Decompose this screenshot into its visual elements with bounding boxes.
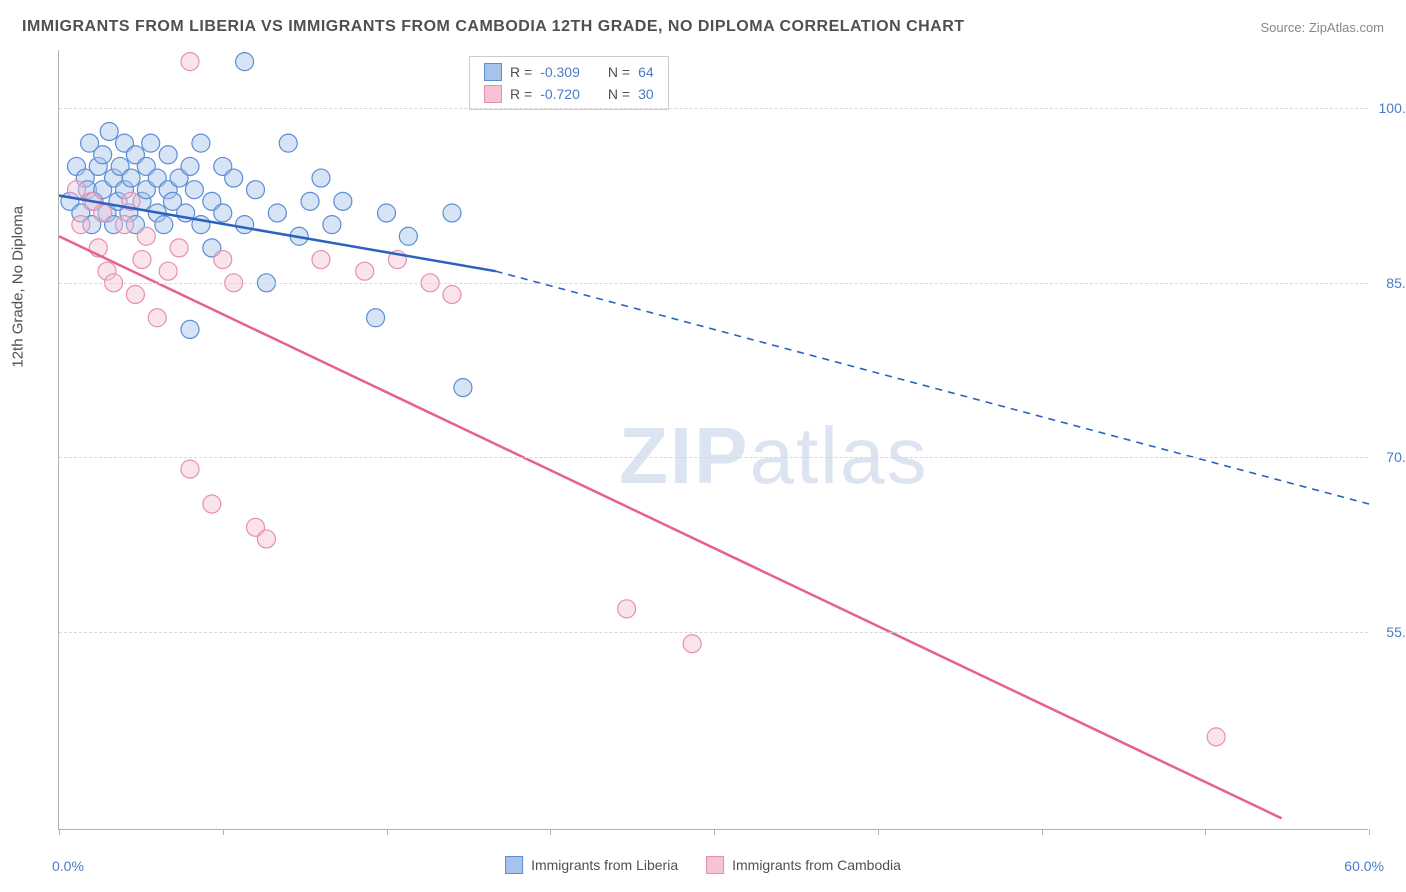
scatter-point (181, 53, 199, 71)
scatter-point (181, 157, 199, 175)
scatter-point (236, 53, 254, 71)
scatter-point (236, 216, 254, 234)
scatter-point (142, 134, 160, 152)
scatter-point (378, 204, 396, 222)
scatter-point (1207, 728, 1225, 746)
scatter-point (247, 181, 265, 199)
x-end-label: 60.0% (1344, 858, 1384, 874)
scatter-point (126, 285, 144, 303)
scatter-point (148, 309, 166, 327)
legend-n-label: N = (608, 86, 630, 102)
scatter-point (618, 600, 636, 618)
scatter-point (181, 320, 199, 338)
legend-r-label: R = (510, 64, 532, 80)
source-label: Source: ZipAtlas.com (1260, 20, 1384, 35)
scatter-point (301, 192, 319, 210)
y-tick-label: 70.0% (1376, 449, 1406, 465)
scatter-point (94, 146, 112, 164)
scatter-point (279, 134, 297, 152)
scatter-point (225, 169, 243, 187)
scatter-point (203, 495, 221, 513)
scatter-point (268, 204, 286, 222)
legend-series-label: Immigrants from Cambodia (732, 857, 901, 873)
scatter-point (312, 251, 330, 269)
scatter-point (454, 379, 472, 397)
legend-top: R = -0.309 N = 64 R = -0.720 N = 30 (469, 56, 669, 110)
scatter-point (72, 216, 90, 234)
legend-r-label: R = (510, 86, 532, 102)
scatter-point (334, 192, 352, 210)
scatter-point (214, 251, 232, 269)
trend-line (59, 236, 1282, 818)
x-tick (714, 829, 715, 835)
x-tick (1042, 829, 1043, 835)
gridline (59, 108, 1368, 109)
scatter-point (137, 227, 155, 245)
gridline (59, 457, 1368, 458)
scatter-point (133, 251, 151, 269)
scatter-point (155, 216, 173, 234)
trend-line-dashed (496, 271, 1369, 504)
scatter-point (192, 134, 210, 152)
legend-n-label: N = (608, 64, 630, 80)
x-tick (550, 829, 551, 835)
x-tick (1369, 829, 1370, 835)
scatter-point (159, 146, 177, 164)
scatter-point (181, 460, 199, 478)
scatter-point (323, 216, 341, 234)
gridline (59, 283, 1368, 284)
scatter-point (312, 169, 330, 187)
scatter-point (100, 122, 118, 140)
plot-area: ZIPatlas R = -0.309N = 64R = -0.720N = 3… (58, 50, 1368, 830)
gridline (59, 632, 1368, 633)
legend-swatch (484, 63, 502, 81)
x-tick (59, 829, 60, 835)
x-tick (223, 829, 224, 835)
legend-swatch (505, 856, 523, 874)
legend-r-value: -0.720 (540, 86, 580, 102)
y-tick-label: 55.0% (1376, 624, 1406, 640)
scatter-point (367, 309, 385, 327)
legend-bottom: Immigrants from Liberia Immigrants from C… (505, 856, 901, 874)
scatter-point (443, 285, 461, 303)
legend-n-value: 30 (638, 86, 654, 102)
x-tick (387, 829, 388, 835)
scatter-point (399, 227, 417, 245)
y-axis-label: 12th Grade, No Diploma (10, 206, 27, 368)
x-tick (878, 829, 879, 835)
legend-series-label: Immigrants from Liberia (531, 857, 678, 873)
scatter-point (122, 169, 140, 187)
scatter-point (443, 204, 461, 222)
scatter-point (185, 181, 203, 199)
x-tick (1205, 829, 1206, 835)
scatter-point (356, 262, 374, 280)
scatter-point (683, 635, 701, 653)
scatter-point (159, 262, 177, 280)
plot-svg (59, 50, 1368, 829)
x-origin-label: 0.0% (52, 858, 84, 874)
y-tick-label: 85.0% (1376, 275, 1406, 291)
y-tick-label: 100.0% (1376, 100, 1406, 116)
legend-n-value: 64 (638, 64, 654, 80)
legend-top-row: R = -0.309 N = 64 (484, 63, 654, 81)
scatter-point (116, 216, 134, 234)
legend-swatch (706, 856, 724, 874)
chart-title: IMMIGRANTS FROM LIBERIA VS IMMIGRANTS FR… (22, 18, 965, 36)
legend-bottom-item: Immigrants from Liberia (505, 856, 678, 874)
legend-bottom-item: Immigrants from Cambodia (706, 856, 901, 874)
scatter-point (170, 239, 188, 257)
legend-swatch (484, 85, 502, 103)
scatter-point (214, 204, 232, 222)
scatter-point (67, 181, 85, 199)
scatter-point (94, 204, 112, 222)
legend-top-row: R = -0.720 N = 30 (484, 85, 654, 103)
legend-r-value: -0.309 (540, 64, 580, 80)
scatter-point (257, 530, 275, 548)
